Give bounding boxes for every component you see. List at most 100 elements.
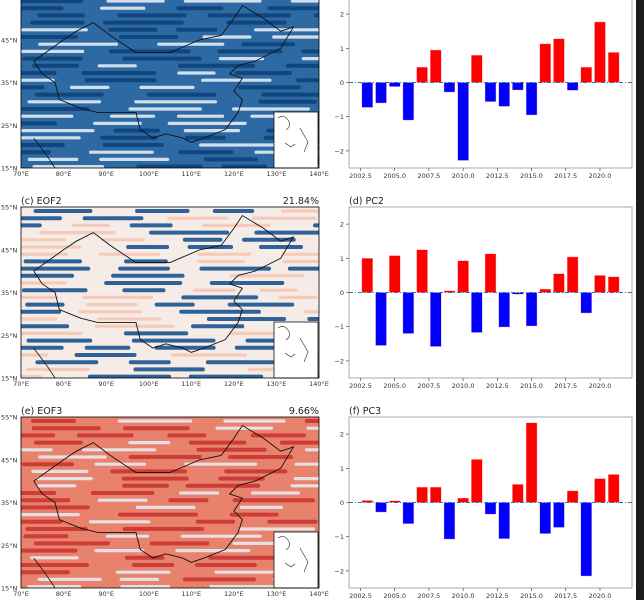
map-field	[21, 417, 319, 588]
bar-2013	[498, 502, 510, 539]
bar-2010	[457, 82, 469, 161]
x-tick-label: 2012.5	[486, 382, 509, 390]
x-tick-label: 2007.5	[418, 172, 441, 180]
bar-2014	[512, 82, 524, 91]
x-tick-label: 2017.5	[554, 592, 577, 600]
bar-2019	[580, 292, 592, 314]
y-tick-label: 1	[340, 255, 344, 263]
y-tick-label: −2	[334, 147, 344, 155]
bar-2017	[553, 38, 565, 83]
bar-2004	[375, 502, 387, 513]
lat-tick-label: 55°N	[1, 204, 18, 212]
x-tick-label: 2010.0	[452, 172, 475, 180]
lat-tick-label: 25°N	[1, 542, 18, 550]
lat-tick-label: 35°N	[1, 289, 18, 297]
y-tick-label: −1	[334, 113, 344, 121]
bar-2008	[430, 486, 442, 503]
bar-2006	[402, 292, 415, 334]
bar-2019	[580, 66, 592, 83]
x-tick-label: 2007.5	[418, 382, 441, 390]
x-tick-label: 2007.5	[418, 592, 441, 600]
bar-2013	[498, 82, 510, 107]
y-tick-label: 0	[340, 499, 344, 507]
lon-tick-label: 90°E	[98, 380, 114, 388]
y-tick-label: −1	[334, 533, 344, 541]
x-tick-label: 2005.0	[383, 382, 406, 390]
bar-2016	[539, 288, 551, 293]
x-tick-label: 2015.0	[520, 172, 543, 180]
eof-map-1: 15°N 25°N 35°N 45°N 55°N 70°E 80°E 90°E 100°E 110…	[1, 0, 329, 178]
south-china-sea-inset	[273, 321, 319, 379]
bar-2004	[375, 292, 387, 346]
lat-tick-label: 25°N	[1, 122, 18, 130]
coastline	[33, 557, 56, 588]
pc-bar-chart-3: 2 1 0 −1 −2 2002.5 2005.0 2007.5 2010.0 2012.5 201…	[334, 406, 633, 600]
pc-bar-chart-2: 2 1 0 −1 −2 2002.5 2005.0 2007.5 2010.0 2012.5 201…	[334, 196, 633, 390]
bar-2005	[389, 255, 401, 293]
lat-tick-label: 45°N	[1, 36, 18, 44]
bar-2010	[457, 260, 469, 293]
country-border	[33, 214, 295, 353]
lon-tick-label: 120°E	[224, 590, 244, 598]
bar-2020	[594, 275, 606, 293]
lat-tick-label: 15°N	[1, 165, 18, 173]
inset-coastline	[277, 326, 309, 363]
bar-2020	[594, 478, 606, 503]
x-tick-label: 2020.0	[589, 172, 612, 180]
variance-percent: 9.66%	[289, 406, 319, 417]
y-tick-label: −2	[334, 567, 344, 575]
y-tick-label: 1	[340, 465, 344, 473]
bar-2011	[471, 292, 483, 333]
x-tick-label: 2002.5	[349, 172, 372, 180]
bar-2005	[389, 82, 401, 87]
bar-2012	[484, 82, 497, 102]
x-tick-label: 2002.5	[349, 592, 372, 600]
y-tick-label: 0	[340, 289, 344, 297]
lon-tick-label: 110°E	[181, 380, 201, 388]
variance-percent: 21.84%	[283, 196, 319, 207]
x-tick-label: 2015.0	[520, 382, 543, 390]
lon-tick-label: 100°E	[139, 380, 159, 388]
bar-2020	[594, 21, 606, 83]
coastline	[33, 347, 56, 378]
y-tick-label: 2	[340, 221, 344, 229]
map-frame	[20, 0, 320, 169]
lon-tick-label: 130°E	[267, 380, 287, 388]
x-tick-label: 2012.5	[486, 172, 509, 180]
south-china-sea-inset	[273, 111, 319, 169]
lon-tick-label: 100°E	[139, 170, 159, 178]
bar-2019	[580, 502, 592, 577]
y-tick-label: −2	[334, 357, 344, 365]
x-tick-label: 2005.0	[383, 592, 406, 600]
bar-2006	[402, 82, 415, 121]
lon-tick-label: 110°E	[181, 590, 201, 598]
map-frame	[20, 416, 320, 589]
lon-tick-label: 140°E	[309, 380, 329, 388]
eof-map-2: 15°N 25°N 35°N 45°N 55°N 70°E 80°E 90°E 100°E 110…	[1, 196, 329, 388]
bar-2018	[566, 82, 579, 91]
lat-tick-label: 15°N	[1, 375, 18, 383]
bar-2016	[539, 502, 551, 534]
y-tick-label: 2	[340, 431, 344, 439]
lat-tick-label: 45°N	[1, 246, 18, 254]
lon-tick-label: 130°E	[267, 170, 287, 178]
lon-tick-label: 80°E	[56, 590, 72, 598]
lon-tick-label: 140°E	[309, 590, 329, 598]
y-tick-label: 1	[340, 45, 344, 53]
lon-tick-label: 70°E	[13, 590, 29, 598]
y-tick-label: 2	[340, 11, 344, 19]
lat-tick-label: 45°N	[1, 456, 18, 464]
south-china-sea-inset	[273, 531, 319, 589]
lon-tick-label: 120°E	[224, 380, 244, 388]
x-tick-label: 2005.0	[383, 172, 406, 180]
bar-2018	[566, 256, 579, 293]
x-tick-label: 2017.5	[554, 172, 577, 180]
bar-2009	[443, 82, 456, 93]
bar-2014	[512, 484, 524, 503]
lon-tick-label: 80°E	[56, 170, 72, 178]
bar-2021	[607, 474, 620, 503]
bar-2017	[553, 502, 565, 528]
lat-tick-label: 15°N	[1, 585, 18, 593]
bar-2007	[416, 486, 428, 503]
